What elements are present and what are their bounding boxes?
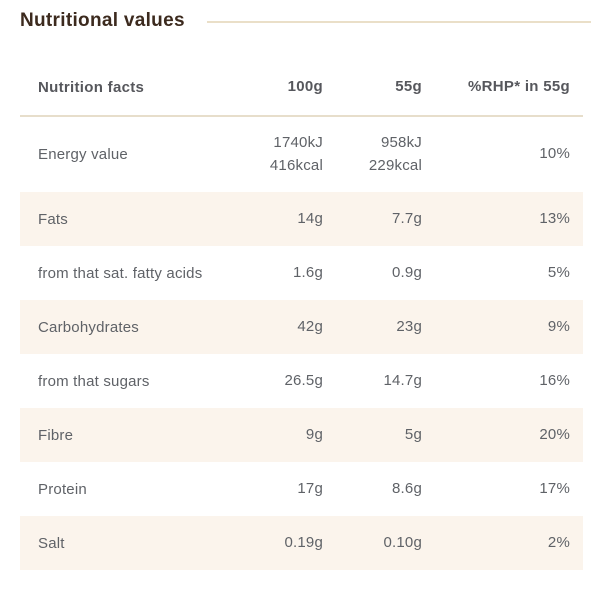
row-label: Energy value xyxy=(38,146,128,163)
value-100g: 1.6g xyxy=(293,263,323,281)
table-row: Protein 17g 8.6g 17% xyxy=(20,462,583,516)
value-100g: 42g xyxy=(297,317,323,335)
value-100g: 14g xyxy=(297,209,323,227)
page-title: Nutritional values xyxy=(20,10,185,31)
header-55g: 55g xyxy=(395,78,422,96)
value-rhp: 9% xyxy=(547,317,570,335)
table-row: Fats 14g 7.7g 13% xyxy=(20,192,583,246)
value-rhp: 5% xyxy=(547,263,570,281)
table-row: Energy value 1740kJ 416kcal 958kJ 229kca… xyxy=(20,117,583,192)
table-header-row: Nutrition facts 100g 55g %RHP* in 55g xyxy=(20,60,583,117)
value-rhp: 17% xyxy=(539,479,570,497)
table-row: Salt 0.19g 0.10g 2% xyxy=(20,516,583,570)
row-label: from that sugars xyxy=(38,372,150,390)
row-label: Protein xyxy=(38,480,87,498)
row-label: Carbohydrates xyxy=(38,318,139,336)
value-55g: 7.7g xyxy=(392,209,422,227)
row-label: Fibre xyxy=(38,426,74,444)
value-55g: 5g xyxy=(404,425,422,443)
value-rhp: 16% xyxy=(539,371,570,389)
value-100g: 26.5g xyxy=(284,371,323,389)
table-row: Fibre 9g 5g 20% xyxy=(20,408,583,462)
header-label: Nutrition facts xyxy=(38,79,145,96)
nutrition-table: Nutrition facts 100g 55g %RHP* in 55g En… xyxy=(20,60,583,570)
table-row: from that sugars 26.5g 14.7g 16% xyxy=(20,354,583,408)
value-rhp: 13% xyxy=(539,209,570,227)
value-rhp: 10% xyxy=(539,145,570,163)
value-100g: 9g xyxy=(305,425,323,443)
table-row: Carbohydrates 42g 23g 9% xyxy=(20,300,583,354)
title-rule-divider xyxy=(206,21,591,23)
value-55g: 0.10g xyxy=(383,533,422,551)
header-rhp: %RHP* in 55g xyxy=(468,78,570,96)
value-55g: 0.9g xyxy=(392,263,422,281)
title-bar: Nutritional values xyxy=(0,0,602,32)
value-55g: 958kJ 229kcal xyxy=(368,134,422,174)
row-label: Fats xyxy=(38,210,68,228)
value-100g: 1740kJ 416kcal xyxy=(269,134,323,174)
row-label: from that sat. fatty acids xyxy=(38,264,203,282)
value-100g: 0.19g xyxy=(284,533,323,551)
value-55g: 14.7g xyxy=(383,371,422,389)
row-label: Salt xyxy=(38,534,65,552)
header-100g: 100g xyxy=(287,78,323,96)
value-rhp: 20% xyxy=(539,425,570,443)
value-rhp: 2% xyxy=(547,533,570,551)
value-100g: 17g xyxy=(297,479,323,497)
value-55g: 8.6g xyxy=(392,479,422,497)
table-row: from that sat. fatty acids 1.6g 0.9g 5% xyxy=(20,246,583,300)
value-55g: 23g xyxy=(396,317,422,335)
